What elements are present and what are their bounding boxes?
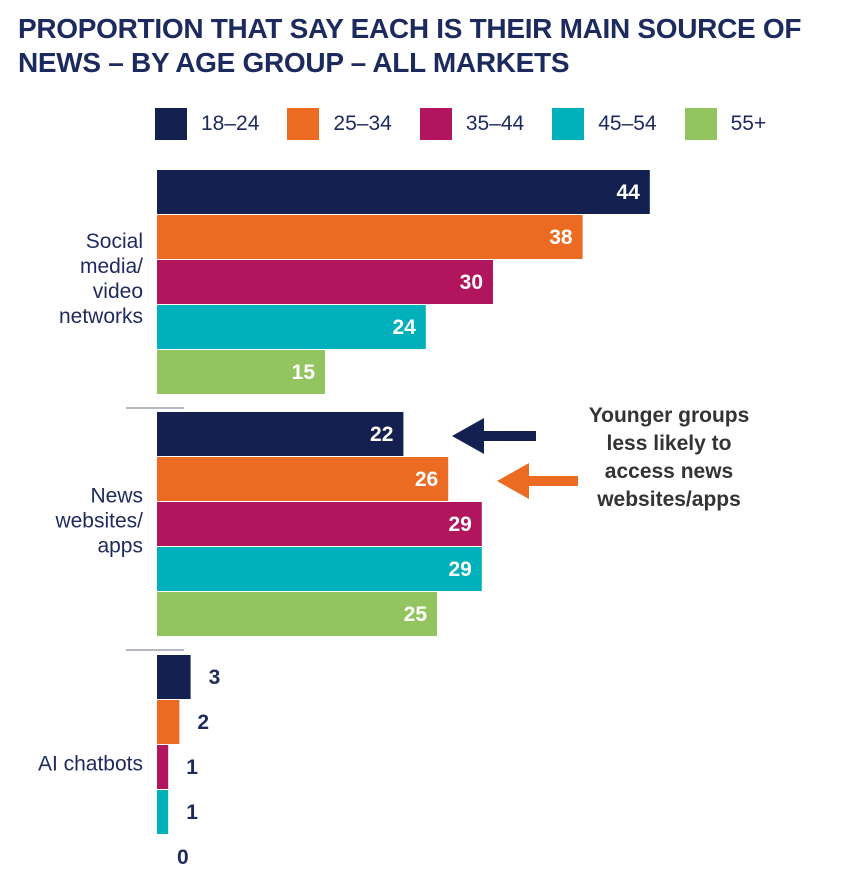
bar <box>157 215 583 259</box>
legend-swatch <box>155 108 187 140</box>
data-label: 22 <box>370 423 393 446</box>
bar <box>157 412 404 456</box>
bar <box>157 457 449 501</box>
legend-item: 18–24 <box>155 108 259 140</box>
category-label: Social media/video networks <box>59 230 143 328</box>
bar <box>157 260 493 304</box>
legend-label: 45–54 <box>598 112 657 135</box>
category-label: AI chatbots <box>38 753 143 776</box>
data-label: 44 <box>616 181 640 204</box>
data-label: 38 <box>549 226 573 249</box>
data-label: 3 <box>209 666 221 689</box>
legend-swatch <box>684 108 717 140</box>
legend-item: 35–44 <box>419 108 525 140</box>
bar <box>157 700 180 744</box>
bar <box>157 170 650 214</box>
annotation-arrow-head <box>497 463 529 499</box>
legend-swatch <box>287 108 320 140</box>
bar <box>157 502 482 546</box>
bar <box>157 350 325 394</box>
legend-item: 25–34 <box>287 108 392 140</box>
legend-label: 55+ <box>730 112 767 135</box>
legend-label: 18–24 <box>201 112 260 135</box>
bar <box>157 655 191 699</box>
legend-label: 35–44 <box>465 112 525 135</box>
bar <box>157 790 169 834</box>
data-label: 1 <box>186 756 198 779</box>
data-label: 29 <box>448 558 471 581</box>
legend-swatch <box>552 108 585 140</box>
data-label: 30 <box>460 271 483 294</box>
data-label: 26 <box>415 468 438 491</box>
chart-legend: 18–24 25–34 35–44 45–54 55+ <box>155 108 794 140</box>
bar <box>157 745 169 789</box>
legend-item: 55+ <box>684 108 767 140</box>
data-label: 1 <box>186 801 198 824</box>
data-label: 15 <box>292 361 316 384</box>
legend-label: 25–34 <box>333 112 392 135</box>
bar <box>157 547 482 591</box>
bar <box>157 592 437 636</box>
data-label: 2 <box>197 711 209 734</box>
bar <box>157 305 426 349</box>
annotation-arrow-head <box>452 418 484 454</box>
data-label: 25 <box>404 603 428 626</box>
annotation-text: Younger groups less likely to access news w… <box>589 404 750 511</box>
data-label: 24 <box>392 316 416 339</box>
data-label: 0 <box>177 846 189 869</box>
legend-swatch <box>419 108 452 140</box>
legend-item: 45–54 <box>552 108 657 140</box>
data-label: 29 <box>448 513 471 536</box>
category-label: News websites/apps <box>54 485 143 558</box>
chart-title: PROPORTION THAT SAY EACH IS THEIR MAIN S… <box>18 13 802 78</box>
